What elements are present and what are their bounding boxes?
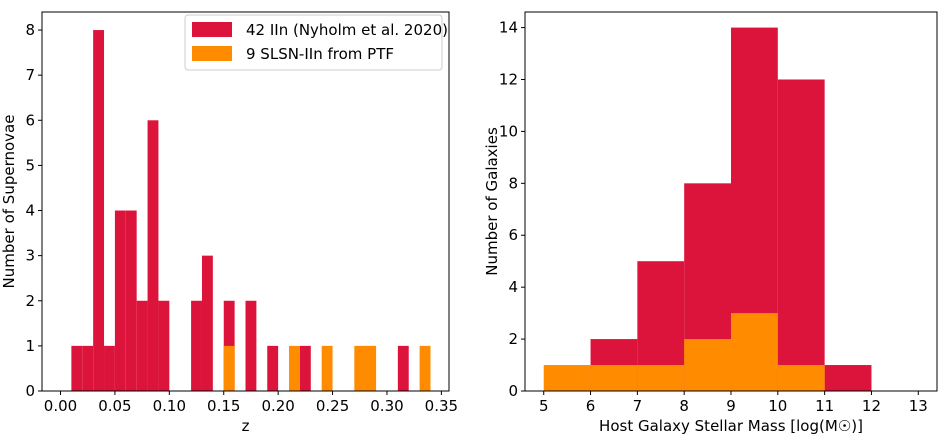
bar-primary-12	[245, 300, 257, 391]
bar-primary-8	[158, 300, 170, 391]
y-tick-label: 3	[25, 247, 35, 265]
axes-frame	[41, 11, 450, 392]
x-tick-label: 0.30	[370, 397, 403, 415]
bar-primary-0	[71, 345, 83, 391]
x-tick-label: 11	[815, 397, 834, 415]
x-tick-label: 9	[726, 397, 736, 415]
bar-primary-7	[147, 120, 159, 391]
bar-secondary-3	[354, 345, 377, 391]
bar-secondary-0	[223, 345, 235, 391]
x-tick-label: 0.35	[425, 397, 458, 415]
x-tick-label: 8	[679, 397, 689, 415]
x-tick-label: 5	[539, 397, 549, 415]
y-tick-label: 1	[25, 337, 35, 355]
bar-secondary-4	[419, 345, 431, 391]
bar-secondary-1	[590, 365, 638, 391]
y-axis-label: Number of Supernovae	[0, 115, 18, 289]
y-tick-label: 0	[508, 382, 518, 400]
y-tick-label: 12	[499, 70, 518, 88]
x-tick-label: 0.25	[316, 397, 349, 415]
bar-secondary-5	[777, 365, 825, 391]
legend-label: 9 SLSN-IIn from PTF	[246, 45, 394, 63]
y-axis-label: Number of Galaxies	[483, 127, 501, 276]
x-tick-label: 13	[909, 397, 928, 415]
x-tick-label: 0.10	[153, 397, 186, 415]
y-tick-label: 14	[499, 19, 518, 37]
y-tick-label: 6	[25, 111, 35, 129]
legend: 42 IIn (Nyholm et al. 2020) 9 SLSN-IIn fr…	[184, 14, 448, 71]
y-tick-label: 4	[25, 202, 35, 220]
bar-primary-6	[136, 300, 148, 391]
bar-primary-4	[777, 79, 825, 392]
bar-primary-1	[82, 345, 94, 391]
legend-swatch	[192, 22, 232, 37]
bar-primary-5	[824, 365, 872, 391]
bar-primary-9	[191, 300, 202, 391]
bar-primary-10	[201, 255, 213, 391]
y-tick-label: 6	[508, 226, 518, 244]
x-tick-label: 10	[768, 397, 787, 415]
bar-primary-5	[125, 210, 137, 391]
bar-secondary-4	[731, 313, 778, 391]
bar-secondary-2	[321, 345, 333, 391]
y-tick-label: 4	[508, 278, 518, 296]
x-tick-label: 12	[862, 397, 881, 415]
y-tick-label: 8	[25, 21, 35, 39]
bar-primary-14	[299, 345, 311, 391]
bar-secondary-2	[637, 365, 685, 391]
bar-secondary-1	[289, 345, 300, 391]
bar-primary-13	[267, 345, 279, 391]
x-axis-label: z	[242, 417, 250, 435]
legend-label: 42 IIn (Nyholm et al. 2020)	[246, 21, 448, 39]
x-tick-label: 0.20	[261, 397, 294, 415]
y-tick-label: 2	[25, 292, 35, 310]
legend-swatch	[192, 46, 232, 61]
bar-primary-15	[397, 345, 409, 391]
redshift-histogram-panel: 0.00 0.05 0.10 0.15 0.20 0.25 0.30 0.35 0 1 2 3 4 5 6 7…	[0, 11, 458, 435]
x-tick-label: 6	[586, 397, 596, 415]
legend-box	[184, 14, 443, 71]
y-tick-label: 8	[508, 174, 518, 192]
host-mass-histogram-panel: 5 6 7 8 9 10 11 12 13 0 2 4 6 8 10 12 14 Host Galaxy Stel…	[483, 11, 938, 435]
bar-primary-3	[104, 345, 115, 391]
x-tick-label: 0.00	[44, 397, 77, 415]
bar-secondary-3	[684, 339, 731, 391]
y-tick-label: 5	[25, 156, 35, 174]
x-tick-label: 0.15	[207, 397, 240, 415]
x-tick-label: 0.05	[98, 397, 131, 415]
y-tick-label: 7	[25, 66, 35, 84]
y-tick-label: 0	[25, 382, 35, 400]
y-tick-label: 2	[508, 330, 518, 348]
bar-secondary-0	[543, 365, 591, 391]
x-axis-label: Host Galaxy Stellar Mass [log(M☉)]	[599, 417, 863, 435]
bar-primary-4	[114, 210, 126, 391]
x-tick-label: 7	[633, 397, 643, 415]
y-tick-label: 10	[499, 122, 518, 140]
bar-primary-2	[93, 30, 105, 392]
